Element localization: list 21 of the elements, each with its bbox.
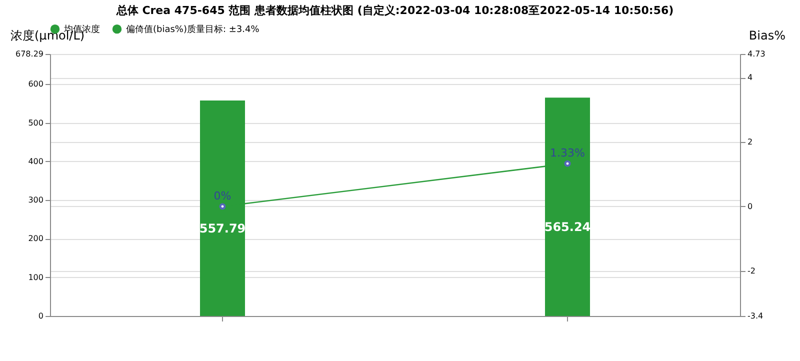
y-tick-label: 678.29 xyxy=(16,50,44,58)
y2-tick-label: 4 xyxy=(748,73,753,82)
y2-tick-label: 2 xyxy=(748,137,753,146)
y-tick-label: 600 xyxy=(28,80,44,89)
y2-tick-label: 0 xyxy=(748,202,753,211)
y-tick-label: 200 xyxy=(28,234,44,244)
data-label: 1.33% xyxy=(550,146,585,160)
y2-tick-label: -2 xyxy=(748,266,756,276)
chart-title: 总体 Crea 475-645 范围 患者数据均值柱状图 (自定义:2022-03-04 10:28:08至2022-05-14 10:50:56) xyxy=(115,4,674,17)
data-label: 565.24 xyxy=(544,220,591,234)
y-tick-label: 300 xyxy=(28,196,44,205)
y-tick-label: 500 xyxy=(28,118,44,128)
y-tick-label: 100 xyxy=(28,272,44,282)
legend-label: 偏倚值(bias%)质量目标: ±3.4% xyxy=(126,24,260,36)
data-label: 0% xyxy=(214,189,232,202)
y-tick-label: 400 xyxy=(28,156,44,166)
data-label: 557.79 xyxy=(199,221,246,236)
y2-axis-title: Bias% xyxy=(748,28,786,42)
y2-tick-label: 4.73 xyxy=(748,50,766,58)
y-tick-label: 0 xyxy=(38,312,44,320)
y2-tick-label: -3.4 xyxy=(748,312,764,320)
